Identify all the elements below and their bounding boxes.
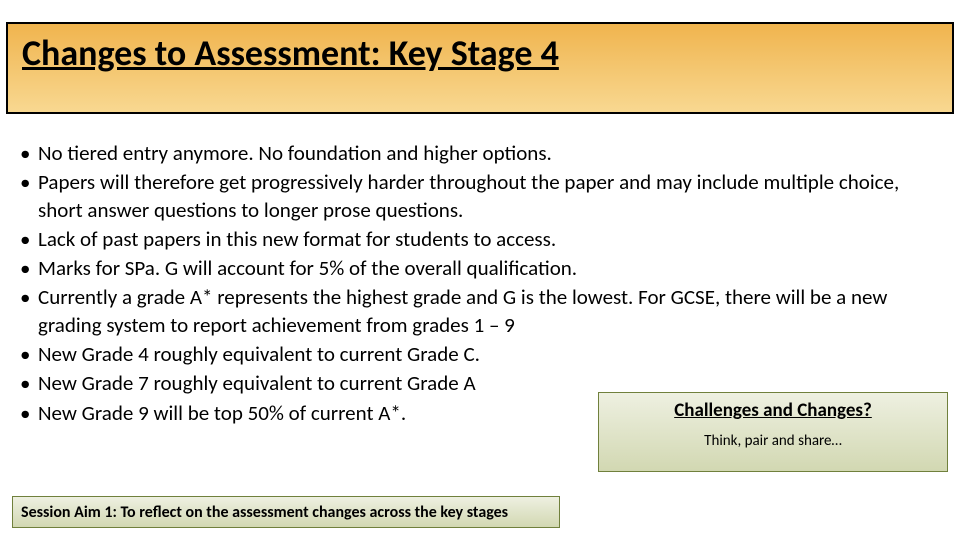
bullet-list: •No tiered entry anymore. No foundation … bbox=[20, 140, 940, 429]
session-aim-box: Session Aim 1: To reflect on the assessm… bbox=[12, 496, 560, 528]
bullet-marker: • bbox=[20, 255, 38, 282]
title-box: Changes to Assessment: Key Stage 4 bbox=[6, 22, 954, 114]
bullet-item: •Papers will therefore get progressively… bbox=[20, 169, 940, 224]
callout-sub: Think, pair and share… bbox=[605, 432, 941, 450]
bullet-marker: • bbox=[20, 341, 38, 368]
bullet-item: •No tiered entry anymore. No foundation … bbox=[20, 140, 940, 167]
callout-heading: Challenges and Changes? bbox=[605, 399, 941, 422]
bullet-text: Lack of past papers in this new format f… bbox=[38, 226, 940, 253]
bullet-marker: • bbox=[20, 284, 38, 339]
bullet-marker: • bbox=[20, 370, 38, 397]
bullet-marker: • bbox=[20, 400, 38, 427]
bullet-text: Papers will therefore get progressively … bbox=[38, 169, 940, 224]
bullet-item: •Lack of past papers in this new format … bbox=[20, 226, 940, 253]
slide-title: Changes to Assessment: Key Stage 4 bbox=[22, 34, 938, 74]
bullet-text: Marks for SPa. G will account for 5% of … bbox=[38, 255, 940, 282]
bullet-text: New Grade 4 roughly equivalent to curren… bbox=[38, 341, 940, 368]
bullet-text: No tiered entry anymore. No foundation a… bbox=[38, 140, 940, 167]
bullet-item: •Currently a grade A* represents the hig… bbox=[20, 284, 940, 339]
bullet-marker: • bbox=[20, 169, 38, 224]
bullet-item: •Marks for SPa. G will account for 5% of… bbox=[20, 255, 940, 282]
bullet-item: •New Grade 4 roughly equivalent to curre… bbox=[20, 341, 940, 368]
callout-box: Challenges and Changes? Think, pair and … bbox=[598, 392, 948, 472]
session-aim-text: Session Aim 1: To reflect on the assessm… bbox=[21, 503, 508, 522]
bullet-text: Currently a grade A* represents the high… bbox=[38, 284, 940, 339]
bullet-marker: • bbox=[20, 140, 38, 167]
bullet-marker: • bbox=[20, 226, 38, 253]
